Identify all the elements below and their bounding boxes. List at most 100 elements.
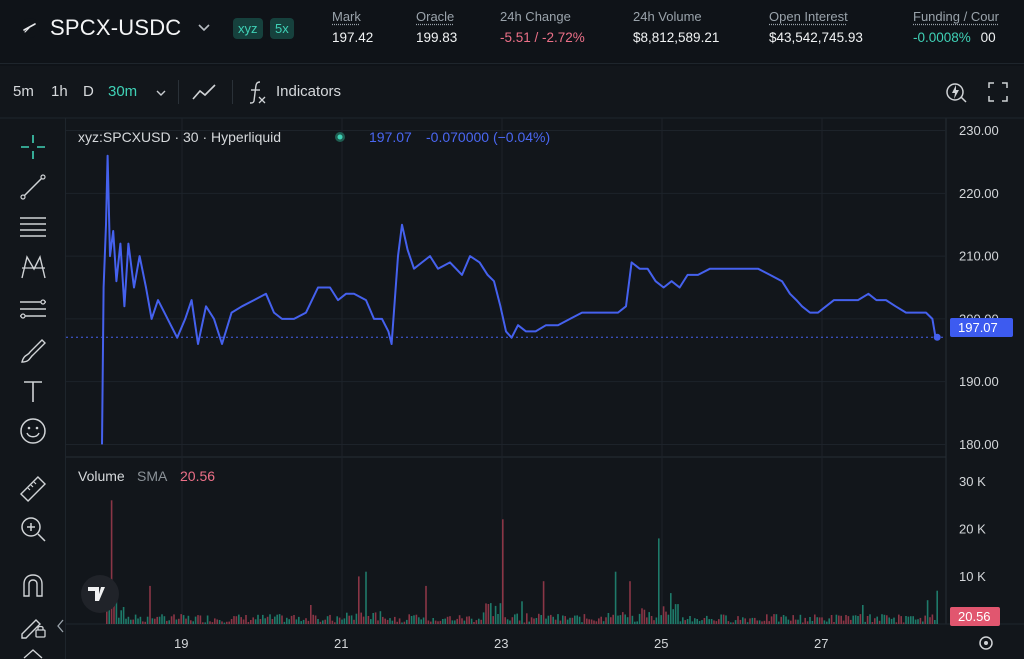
volume-tag [950,607,1000,626]
volume-bar [576,615,578,624]
zoom-in-icon[interactable] [18,514,48,544]
magnet-icon[interactable] [18,570,48,600]
volume-bar [799,614,802,624]
volume-bar [854,615,857,624]
pair-selector[interactable]: SPCX-USDC [50,15,182,40]
speed-replay-icon[interactable] [944,80,968,104]
volume-bar [202,622,204,624]
volume-bar [214,618,216,624]
chevron-down-icon[interactable] [196,19,212,35]
volume-bar [770,616,773,624]
volume-bar [626,617,629,624]
function-fx-icon[interactable] [246,79,268,105]
volume-bar [144,621,146,624]
pattern-tool-icon[interactable] [18,252,48,282]
volume-bar [658,538,660,624]
gear-icon[interactable] [979,636,993,650]
volume-bar [619,615,622,624]
volume-bar [672,609,674,624]
volume-bar [216,619,218,624]
fib-retracement-icon[interactable] [18,294,48,324]
volume-bar [283,621,286,624]
timeframe-1h[interactable]: 1h [51,83,68,100]
crosshair-icon[interactable] [18,132,48,162]
volume-bar [790,620,792,624]
lock-drawings-icon[interactable] [18,610,48,640]
fullscreen-icon[interactable] [988,82,1008,102]
volume-bar [787,619,790,624]
volume-bar [792,615,794,624]
indicators-button[interactable]: Indicators [276,83,342,100]
volume-bar [686,619,689,624]
timeframe-d[interactable]: D [83,83,94,100]
last-price-tag-text: 197.07 [958,320,998,335]
volume-bar [718,619,720,624]
brush-icon[interactable] [18,336,48,366]
volume-bar [691,621,694,624]
status-dot-core [337,134,343,140]
volume-sma-label: SMA [137,468,168,484]
volume-bar [655,617,658,624]
volume-bar [936,590,938,624]
leverage-badge[interactable]: 5x [270,18,294,39]
timeframe-30m[interactable]: 30m [108,83,138,100]
volume-bar [552,616,554,624]
volume-bar [365,571,367,624]
volume-bar [696,619,698,624]
stat-label: 24h Volume [633,9,702,24]
emoji-icon[interactable] [18,416,48,446]
volume-bar [641,608,643,624]
volume-bar [838,615,840,624]
volume-bar [276,614,278,624]
volume-bar [122,607,125,624]
price-tick-label: 210.00 [959,249,999,264]
volume-bar [218,620,221,624]
volume-bar [142,621,144,624]
volume-bar [377,620,379,624]
volume-bar [761,621,763,624]
volume-bar [427,620,430,624]
stat-label: Funding / Cour [913,9,999,24]
timeframe-5m[interactable]: 5m [13,83,34,100]
horizontal-lines-icon[interactable] [18,212,48,242]
volume-bar [264,618,266,624]
more-tools-icon[interactable] [18,648,48,659]
volume-bar [706,615,708,624]
volume-bar [506,619,509,624]
ruler-icon[interactable] [18,474,48,504]
volume-bar [233,616,235,624]
volume-bar [739,619,742,624]
volume-bar [794,619,797,624]
volume-bar [710,619,713,624]
symbol-legend: xyz:SPCXUSD · 30 · Hyperliquid [78,129,281,145]
volume-bar [550,614,552,624]
volume-bar [242,619,245,624]
text-tool-icon[interactable] [18,376,48,406]
volume-bar [806,621,809,624]
trend-line-icon[interactable] [18,172,48,202]
scroll-left-icon[interactable] [57,619,64,633]
volume-bar [254,619,257,624]
volume-bar [593,620,595,624]
stat-24h-volume: 24h Volume $8,812,589.21 [633,9,719,45]
volume-bar [163,616,166,624]
volume-bar [660,615,662,624]
volume-bar [355,613,358,624]
volume-bar [830,615,833,624]
volume-bar [514,614,516,624]
volume-bar [926,600,929,624]
price-tick-label: 180.00 [959,437,999,452]
volume-bar [374,612,377,624]
chevron-down-icon[interactable] [154,86,168,100]
volume-bar [888,617,890,624]
volume-bar [329,614,331,624]
volume-bar [432,618,434,624]
volume-bar [293,615,295,624]
volume-bar [403,621,406,624]
volume-bar [562,615,564,624]
time-tick-label: 19 [174,636,188,651]
volume-bar [782,615,785,624]
chart-type-line-icon[interactable] [191,81,219,103]
volume-bar [689,616,691,624]
